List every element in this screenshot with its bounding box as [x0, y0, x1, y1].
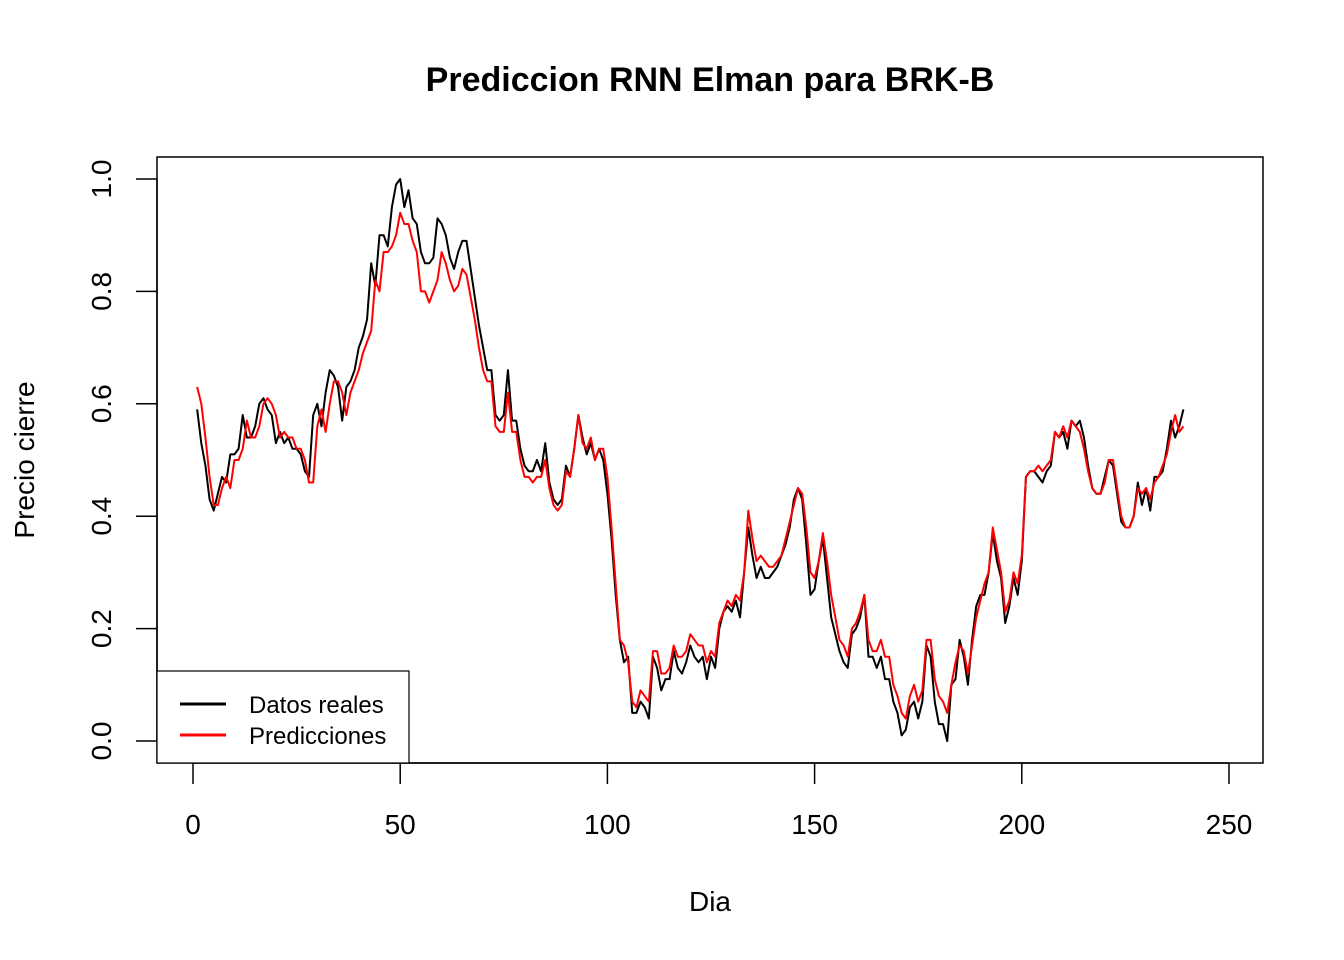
x-tick-label: 250 — [1206, 809, 1253, 840]
x-tick-label: 50 — [385, 809, 416, 840]
y-tick-label: 0.0 — [86, 722, 117, 761]
y-tick-label: 0.2 — [86, 609, 117, 648]
legend-label-predicciones: Predicciones — [249, 723, 386, 750]
legend-box — [156, 670, 410, 764]
series-line-datos-reales — [196, 178, 1185, 742]
x-tick-label: 150 — [791, 809, 838, 840]
y-axis-label: Precio cierre — [9, 381, 40, 538]
x-axis: 0 50 100 150 200 250 — [185, 762, 1253, 840]
x-tick-label: 0 — [185, 809, 201, 840]
x-tick-label: 200 — [998, 809, 1045, 840]
y-tick-label: 0.8 — [86, 272, 117, 311]
y-tick-label: 0.6 — [86, 384, 117, 423]
y-tick-label: 0.4 — [86, 497, 117, 536]
series-line-predicciones — [196, 211, 1185, 720]
x-tick-label: 100 — [584, 809, 631, 840]
series-group — [196, 178, 1185, 742]
y-tick-label: 1.0 — [86, 160, 117, 199]
legend-label-datos-reales: Datos reales — [249, 692, 384, 719]
chart-title: Prediccion RNN Elman para BRK-B — [426, 61, 995, 99]
x-axis-label: Dia — [689, 886, 731, 917]
y-axis: 0.0 0.2 0.4 0.6 0.8 1.0 — [86, 160, 158, 761]
legend: Datos reales Predicciones — [156, 670, 410, 764]
